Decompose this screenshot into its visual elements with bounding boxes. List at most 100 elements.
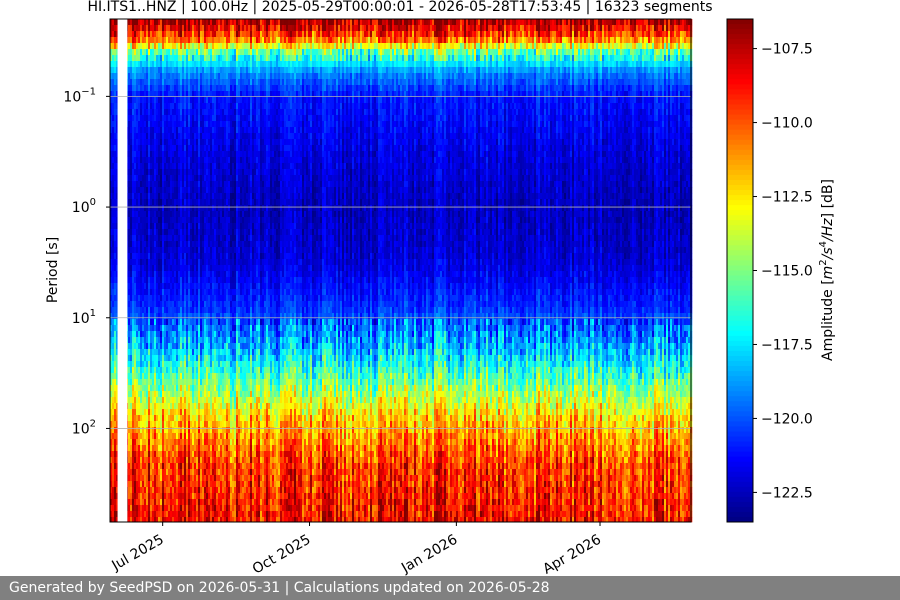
heatmap-cell: [168, 499, 170, 505]
heatmap-cell: [168, 169, 170, 175]
heatmap-cell: [152, 355, 154, 361]
heatmap-cell: [112, 169, 114, 175]
heatmap-cell: [114, 199, 116, 205]
heatmap-cell: [132, 103, 134, 109]
heatmap-cell: [162, 361, 164, 367]
heatmap-cell: [148, 121, 150, 127]
heatmap-cell: [144, 127, 146, 133]
heatmap-cell: [154, 61, 156, 67]
heatmap-cell: [172, 175, 174, 181]
heatmap-cell: [152, 121, 154, 127]
heatmap-cell: [148, 133, 150, 139]
heatmap-cell: [168, 307, 170, 313]
heatmap-cell: [158, 259, 160, 265]
heatmap-cell: [156, 493, 158, 499]
heatmap-cell: [140, 397, 142, 403]
heatmap-cell: [112, 265, 114, 271]
heatmap-cell: [144, 433, 146, 439]
heatmap-cell: [168, 355, 170, 361]
heatmap-cell: [140, 223, 142, 229]
heatmap-cell: [158, 187, 160, 193]
heatmap-cell: [128, 55, 130, 61]
heatmap-cell: [166, 493, 168, 499]
heatmap-cell: [128, 475, 130, 481]
heatmap-cell: [132, 49, 134, 55]
psd-chart: HI.ITS1..HNZ | 100.0Hz | 2025-05-29T00:0…: [0, 0, 900, 576]
heatmap-cell: [138, 367, 140, 373]
heatmap-cell: [148, 499, 150, 505]
heatmap-cell: [156, 337, 158, 343]
heatmap-cell: [140, 235, 142, 241]
heatmap-cell: [112, 145, 114, 151]
heatmap-cell: [136, 427, 138, 433]
heatmap-cell: [142, 157, 144, 163]
heatmap-cell: [138, 253, 140, 259]
heatmap-cell: [138, 499, 140, 505]
heatmap-cell: [162, 391, 164, 397]
heatmap-cell: [142, 475, 144, 481]
heatmap-cell: [112, 121, 114, 127]
heatmap-cell: [148, 163, 150, 169]
heatmap-cell: [136, 103, 138, 109]
heatmap-cell: [142, 109, 144, 115]
heatmap-cell: [138, 115, 140, 121]
heatmap-cell: [130, 103, 132, 109]
heatmap-cell: [132, 289, 134, 295]
heatmap-cell: [162, 301, 164, 307]
heatmap-cell: [166, 475, 168, 481]
heatmap-cell: [144, 499, 146, 505]
heatmap-cell: [146, 73, 148, 79]
heatmap-cell: [164, 37, 166, 43]
heatmap-cell: [152, 445, 154, 451]
heatmap-cell: [160, 163, 162, 169]
heatmap-cell: [166, 31, 168, 37]
heatmap-cell: [128, 337, 130, 343]
heatmap-cell: [132, 187, 134, 193]
heatmap-cell: [160, 307, 162, 313]
heatmap-cell: [170, 487, 172, 493]
heatmap-cell: [172, 409, 174, 415]
heatmap-cell: [158, 499, 160, 505]
heatmap-cell: [138, 349, 140, 355]
heatmap-cell: [136, 463, 138, 469]
heatmap-cell: [174, 367, 176, 373]
heatmap-cell: [134, 181, 136, 187]
heatmap-cell: [164, 505, 166, 511]
heatmap-cell: [156, 73, 158, 79]
heatmap-cell: [158, 127, 160, 133]
heatmap-cell: [156, 511, 158, 517]
heatmap-cell: [162, 85, 164, 91]
heatmap-cell: [170, 217, 172, 223]
heatmap-cell: [164, 463, 166, 469]
heatmap-cell: [114, 19, 116, 25]
heatmap-cell: [128, 289, 130, 295]
heatmap-cell: [162, 79, 164, 85]
heatmap-cell: [146, 439, 148, 445]
heatmap-cell: [164, 487, 166, 493]
heatmap-cell: [112, 409, 114, 415]
heatmap-cell: [136, 193, 138, 199]
heatmap-cell: [170, 127, 172, 133]
heatmap-cell: [136, 61, 138, 67]
heatmap-cell: [144, 169, 146, 175]
heatmap-cell: [114, 301, 116, 307]
heatmap-cell: [160, 217, 162, 223]
heatmap-cell: [152, 253, 154, 259]
heatmap-cell: [154, 481, 156, 487]
heatmap-cell: [148, 271, 150, 277]
heatmap-cell: [136, 439, 138, 445]
heatmap-cell: [134, 103, 136, 109]
heatmap-cell: [148, 313, 150, 319]
heatmap-cell: [132, 253, 134, 259]
heatmap-cell: [156, 475, 158, 481]
heatmap-cell: [130, 337, 132, 343]
heatmap-cell: [152, 271, 154, 277]
heatmap-cell: [170, 265, 172, 271]
heatmap-cell: [140, 25, 142, 31]
heatmap-cell: [170, 367, 172, 373]
heatmap-cell: [172, 49, 174, 55]
heatmap-cell: [162, 25, 164, 31]
heatmap-cell: [172, 361, 174, 367]
heatmap-cell: [128, 229, 130, 235]
heatmap-cell: [154, 475, 156, 481]
